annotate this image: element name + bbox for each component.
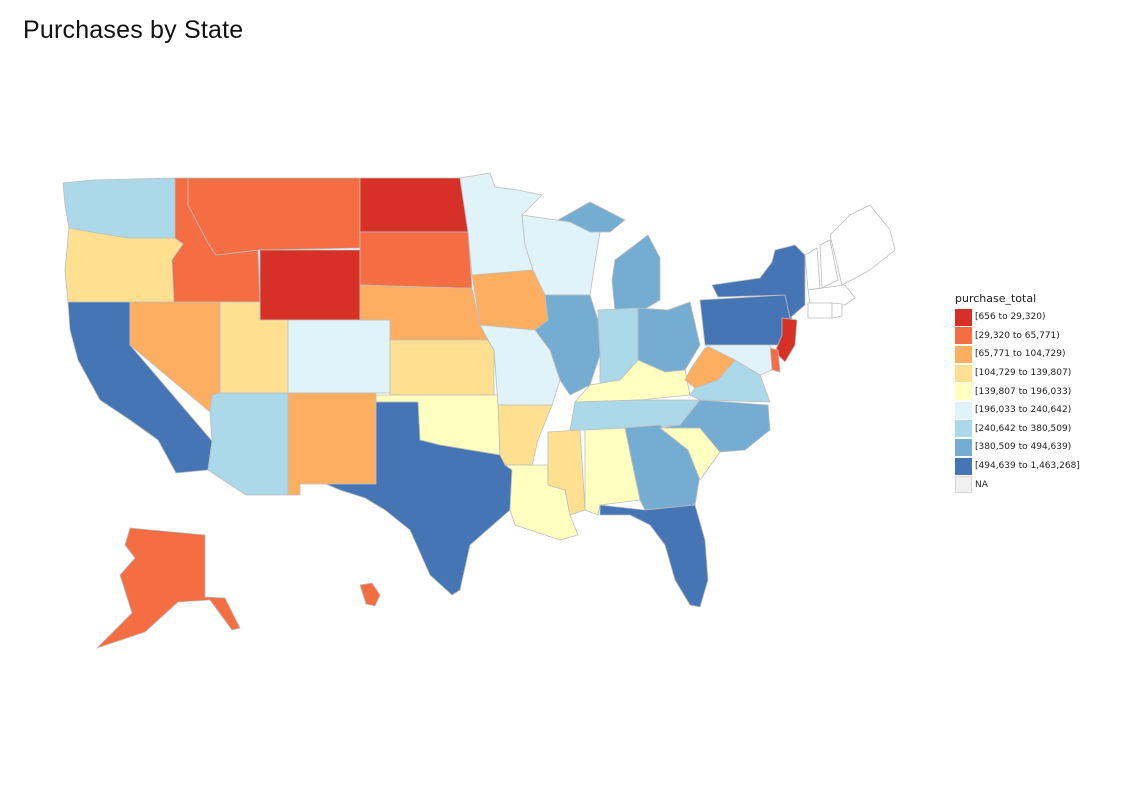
legend-swatch	[955, 327, 972, 345]
state-texas[interactable]	[325, 401, 513, 596]
legend-label: [380,509 to 494,639)	[975, 442, 1072, 453]
legend-item[interactable]: [240,642 to 380,509)	[955, 420, 1080, 439]
legend-item[interactable]: [65,771 to 104,729)	[955, 345, 1080, 364]
state-mississippi[interactable]	[547, 429, 586, 516]
state-new-mexico[interactable]	[287, 392, 377, 496]
state-maryland[interactable]	[704, 344, 773, 376]
legend-swatch	[955, 438, 972, 456]
legend-item[interactable]: [656 to 29,320)	[955, 308, 1080, 327]
legend-label: [494,639 to 1,463,268]	[975, 461, 1080, 472]
state-kansas[interactable]	[389, 339, 495, 396]
state-north-dakota[interactable]	[359, 177, 469, 233]
state-alaska[interactable]	[96, 527, 241, 649]
legend-item[interactable]: [380,509 to 494,639)	[955, 438, 1080, 457]
state-washington[interactable]	[62, 177, 176, 239]
state-michigan[interactable]	[611, 234, 661, 313]
state-iowa[interactable]	[471, 269, 549, 331]
legend-item[interactable]: [139,807 to 196,033)	[955, 382, 1080, 401]
state-pennsylvania[interactable]	[699, 294, 793, 346]
legend-label: [196,033 to 240,642)	[975, 405, 1072, 416]
state-wyoming[interactable]	[259, 249, 361, 321]
legend-item[interactable]: [29,320 to 65,771)	[955, 327, 1080, 346]
legend-item[interactable]: NA	[955, 475, 1080, 494]
legend-swatch	[955, 420, 972, 438]
state-new-jersey[interactable]	[774, 317, 798, 363]
legend-items: [656 to 29,320) [29,320 to 65,771) [65,771…	[955, 308, 1080, 494]
state-oregon[interactable]	[64, 227, 184, 303]
legend-swatch	[955, 476, 972, 494]
state-south-dakota[interactable]	[359, 231, 473, 289]
state-rhode-island[interactable]	[831, 302, 843, 319]
state-montana[interactable]	[187, 177, 361, 256]
legend-swatch	[955, 401, 972, 419]
legend-swatch	[955, 457, 972, 475]
legend-label: [656 to 29,320)	[975, 312, 1046, 323]
legend-label: [139,807 to 196,033)	[975, 386, 1072, 397]
legend-label: [65,771 to 104,729)	[975, 349, 1066, 360]
legend-item[interactable]: [494,639 to 1,463,268]	[955, 457, 1080, 476]
state-ohio[interactable]	[637, 301, 701, 373]
state-hawaii[interactable]	[359, 582, 381, 607]
state-florida[interactable]	[599, 504, 709, 608]
legend-swatch	[955, 364, 972, 382]
legend: purchase_total [656 to 29,320) [29,320 to…	[955, 292, 1080, 494]
state-connecticut[interactable]	[807, 302, 833, 319]
state-new-york[interactable]	[711, 244, 806, 319]
legend-swatch	[955, 345, 972, 363]
chart-title: Purchases by State	[23, 16, 244, 44]
legend-label: [104,729 to 139,807)	[975, 368, 1072, 379]
legend-swatch	[955, 383, 972, 401]
state-arizona[interactable]	[207, 392, 289, 496]
legend-label: [29,320 to 65,771)	[975, 330, 1060, 341]
state-colorado[interactable]	[287, 319, 391, 394]
state-massachusetts[interactable]	[807, 284, 856, 306]
legend-item[interactable]: [104,729 to 139,807)	[955, 364, 1080, 383]
state-maine[interactable]	[829, 204, 896, 286]
state-north-carolina[interactable]	[659, 399, 771, 453]
state-vermont[interactable]	[804, 247, 821, 291]
legend-swatch	[955, 308, 972, 326]
legend-title: purchase_total	[955, 292, 1037, 305]
state-arkansas[interactable]	[497, 404, 553, 466]
legend-label: NA	[975, 479, 988, 490]
legend-label: [240,642 to 380,509)	[975, 423, 1072, 434]
state-michigan-upper[interactable]	[557, 201, 626, 233]
state-new-hampshire[interactable]	[819, 239, 839, 289]
legend-item[interactable]: [196,033 to 240,642)	[955, 401, 1080, 420]
state-illinois[interactable]	[534, 294, 601, 396]
